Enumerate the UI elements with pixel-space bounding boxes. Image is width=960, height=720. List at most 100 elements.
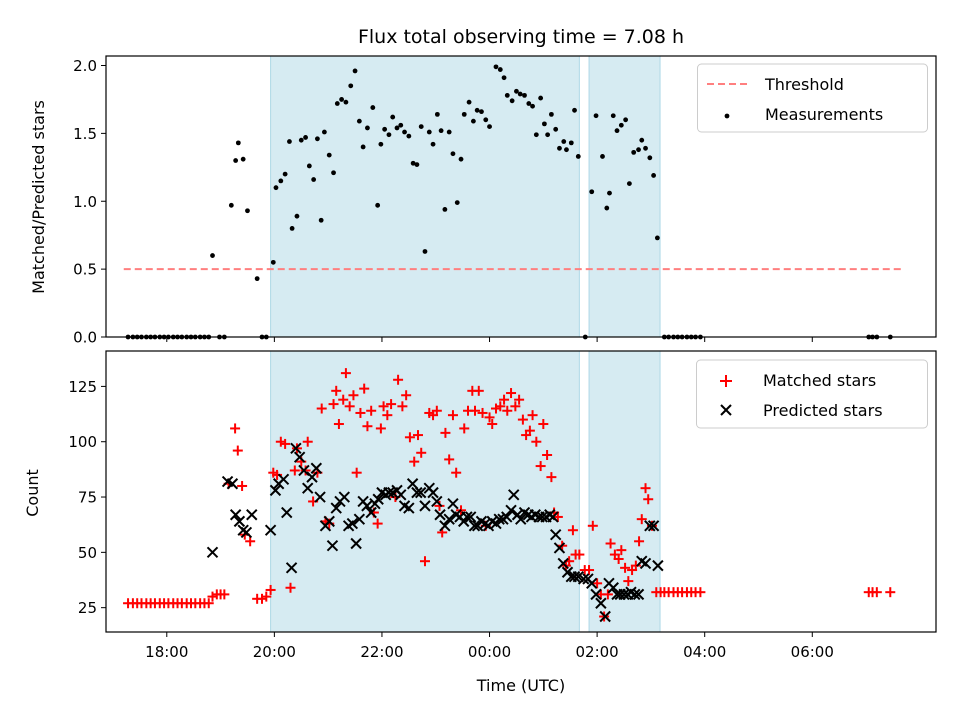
predicted-star-point: [547, 511, 559, 523]
predicted-star-point: [383, 486, 395, 499]
matched-star-point: [643, 494, 654, 505]
matched-star-point: [567, 525, 578, 536]
predicted-star-point: [419, 500, 431, 512]
matched-star-point: [412, 430, 423, 441]
measurements-legend-swatch: [724, 113, 730, 119]
measurement-point: [210, 253, 215, 258]
predicted-legend-label: Predicted stars: [763, 401, 883, 420]
predicted-star-point: [639, 557, 652, 570]
measurement-point: [631, 149, 637, 155]
matched-star-point: [602, 589, 613, 600]
predicted-star-point: [599, 610, 611, 623]
ratio-legend-box: [697, 63, 928, 133]
matched-star-point: [280, 438, 291, 449]
ratio-y-axis-label: Matched/Predicted stars: [29, 100, 48, 294]
measurement-point: [352, 68, 358, 74]
measurement-point: [331, 170, 336, 176]
matched-star-point: [459, 423, 470, 434]
observing-intervals: [270, 55, 661, 338]
ratio-x-ticks: [166, 337, 813, 342]
matched-star-point: [885, 587, 896, 598]
matched-star-point: [355, 407, 366, 418]
predicted-star-point: [240, 526, 253, 539]
matched-star-point: [470, 405, 481, 416]
predicted-star-point: [439, 520, 451, 532]
matched-star-point: [502, 405, 513, 416]
measurement-point: [303, 135, 308, 140]
measurement-point: [474, 107, 480, 113]
matched-star-point: [531, 436, 542, 447]
measurement-point: [326, 152, 332, 158]
matched-star-point: [351, 467, 362, 478]
measurement-point: [438, 128, 444, 134]
x-tick-label: 00:00: [468, 643, 511, 661]
predicted-star-point: [302, 482, 314, 494]
matched-star-point: [366, 405, 377, 416]
measurement-point: [233, 158, 239, 163]
predicted-star-point: [431, 495, 443, 508]
predicted-star-point: [277, 473, 290, 486]
measurement-point: [509, 98, 515, 104]
measurement-point: [647, 155, 653, 161]
predicted-star-point: [353, 513, 366, 525]
measurement-point: [321, 129, 327, 135]
measurement-point: [600, 154, 605, 159]
measurement-point: [240, 156, 246, 162]
measurement-point: [568, 140, 574, 146]
predicted-star-point: [505, 504, 517, 517]
predicted-star-point: [264, 524, 277, 536]
matched-star-point: [527, 410, 538, 421]
predicted-star-point: [365, 506, 377, 519]
matched-star-point: [230, 423, 241, 434]
predicted-star-point: [644, 520, 656, 532]
predicted-star-point: [515, 513, 527, 525]
measurement-point: [618, 122, 624, 128]
measurement-point: [514, 88, 519, 94]
predicted-star-point: [290, 442, 302, 455]
matched-star-point: [316, 403, 327, 414]
predicted-star-point: [447, 497, 459, 510]
matched-star-point: [404, 432, 415, 443]
matched-star-point: [623, 576, 634, 587]
measurements-legend-label: Measurements: [765, 105, 883, 124]
threshold-legend-label: Threshold: [764, 75, 844, 94]
matched-star-point: [634, 536, 645, 547]
count-legend: Matched stars Predicted stars: [696, 359, 928, 429]
measurement-point: [545, 132, 551, 138]
measurement-point: [386, 132, 392, 138]
x-tick-label: 20:00: [253, 643, 296, 661]
measurement-point: [334, 101, 340, 106]
y-tick-label: 125: [68, 378, 97, 396]
measurement-point: [245, 208, 250, 214]
predicted-star-point: [508, 489, 520, 501]
measurement-point: [298, 137, 304, 143]
measurement-point: [254, 276, 260, 282]
matched-star-point: [620, 562, 631, 573]
predicted-star-point: [501, 511, 513, 523]
predicted-star-point: [281, 506, 293, 519]
y-tick-label: 1.0: [73, 193, 97, 211]
matched-star-point: [434, 500, 445, 511]
measurement-point: [306, 163, 312, 169]
measurement-point: [479, 109, 484, 115]
predicted-star-point: [229, 509, 242, 521]
measurement-point: [572, 107, 577, 113]
measurement-point: [339, 97, 345, 102]
matched-star-point: [386, 399, 397, 410]
predicted-star-point: [577, 573, 590, 585]
measurement-point: [406, 133, 412, 139]
matched-star-point: [401, 390, 412, 401]
matched-star-point: [245, 536, 256, 547]
matched-star-point: [203, 598, 214, 609]
matched-star-point: [510, 401, 521, 412]
measurement-point: [314, 136, 320, 142]
predicted-star-point: [411, 486, 423, 499]
predicted-star-point: [595, 597, 607, 609]
matched-star-point: [517, 414, 528, 425]
matched-star-point: [636, 514, 647, 525]
matched-star-point: [431, 405, 442, 416]
predicted-star-point: [310, 462, 323, 474]
matched-star-point: [605, 538, 616, 549]
measurement-point: [273, 185, 279, 191]
